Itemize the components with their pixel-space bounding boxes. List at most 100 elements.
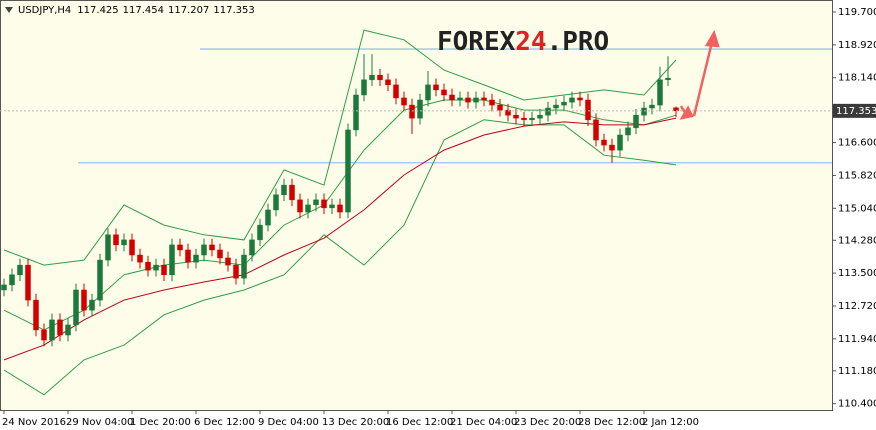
candle-body [337, 204, 343, 213]
candle-body [657, 79, 663, 106]
candle-body [649, 104, 655, 109]
candle-body [201, 244, 207, 256]
last-low: 117.207 [168, 5, 209, 16]
y-tick-label: 115.820 [838, 170, 876, 181]
candle-body [569, 97, 575, 103]
watermark-part: 24 [515, 27, 546, 57]
candle-body [449, 94, 455, 101]
candle-body [233, 264, 239, 279]
candle-body [121, 239, 127, 246]
candle-body [73, 289, 79, 326]
candle-body [497, 104, 503, 111]
y-tick-label: 112.720 [838, 301, 876, 312]
symbol-name: USDJPY,H4 [18, 5, 71, 16]
candle-body [89, 299, 95, 311]
candle-body [609, 144, 615, 151]
candle-body [33, 299, 39, 331]
forecast-arrows [679, 29, 720, 120]
x-tick-label: 23 Dec 20:00 [514, 417, 581, 428]
y-tick-label: 118.920 [838, 40, 876, 51]
y-tick-label: 115.040 [838, 203, 876, 214]
candle-body [161, 264, 167, 276]
x-tick-label: 28 Dec 12:00 [578, 417, 645, 428]
x-tick-label: 1 Dec 20:00 [130, 417, 191, 428]
candle-body [641, 107, 647, 116]
candle-body [369, 74, 375, 81]
x-tick-label: 2 Jan 12:00 [642, 417, 699, 428]
candle-body [9, 274, 15, 286]
plot [0, 29, 832, 396]
last-open: 117.425 [77, 5, 118, 16]
candle-body [25, 264, 31, 301]
candle-body [561, 101, 567, 106]
candle-body [633, 114, 639, 129]
x-tick-label: 9 Dec 04:00 [258, 417, 319, 428]
candle-body [41, 329, 47, 341]
indicator-line [3, 117, 677, 361]
last-close: 117.353 [213, 5, 254, 16]
candle-body [1, 284, 7, 291]
candle-body [601, 139, 607, 146]
indicator-line [3, 119, 677, 396]
x-tick-label: 16 Dec 12:00 [386, 417, 453, 428]
x-tick-label: 29 Nov 04:00 [66, 417, 133, 428]
candle-body [49, 319, 55, 341]
candle-body [537, 114, 543, 119]
candle-body [225, 257, 231, 266]
y-tick-label: 118.140 [838, 73, 876, 84]
x-tick-label: 6 Dec 12:00 [194, 417, 255, 428]
candle-body [241, 254, 247, 279]
last-high: 117.454 [123, 5, 164, 16]
candle-body [137, 254, 143, 263]
candle-body [513, 114, 519, 119]
candle-body [265, 209, 271, 226]
candle-body [305, 204, 311, 213]
candle-body [113, 234, 119, 246]
price-box [833, 103, 876, 118]
candle-body [177, 244, 183, 251]
candle-body [393, 84, 399, 99]
candle-body [329, 204, 335, 209]
candle-body [153, 264, 159, 271]
candle-body [145, 261, 151, 271]
candle-body [17, 264, 23, 276]
arrow-head [704, 29, 720, 48]
candle-body [441, 89, 447, 96]
candle-body [361, 79, 367, 96]
candle-body [377, 74, 383, 81]
candle-body [313, 199, 319, 206]
candle-body [617, 134, 623, 151]
candle-body [465, 97, 471, 103]
candle-body [273, 194, 279, 211]
candle-body [385, 79, 391, 86]
candle-body [193, 254, 199, 263]
price-label: 117.353 [836, 106, 876, 117]
candle-body [97, 259, 103, 301]
candle-body [409, 104, 415, 119]
candle-body [281, 184, 287, 196]
candle-body [665, 77, 671, 81]
candle-body [553, 104, 559, 109]
indicator-line [3, 99, 677, 331]
candle-body [457, 97, 463, 101]
plot-area [0, 0, 833, 411]
candle-body [321, 199, 327, 209]
candle-body [185, 249, 191, 263]
y-tick-label: 110.400 [838, 399, 876, 410]
candle-body [65, 324, 71, 336]
candle-body [593, 119, 599, 141]
candle-body [625, 127, 631, 136]
candle-body [401, 97, 407, 106]
candle-body [353, 94, 359, 131]
candle-body [417, 99, 423, 119]
candle-body [473, 97, 479, 103]
y-tick-label: 113.500 [838, 268, 876, 279]
candle-body [345, 129, 351, 213]
candle-body [289, 184, 295, 201]
candle-body [529, 117, 535, 121]
candle-body [257, 224, 263, 241]
candle-body [105, 234, 111, 261]
candle-body [57, 319, 63, 336]
